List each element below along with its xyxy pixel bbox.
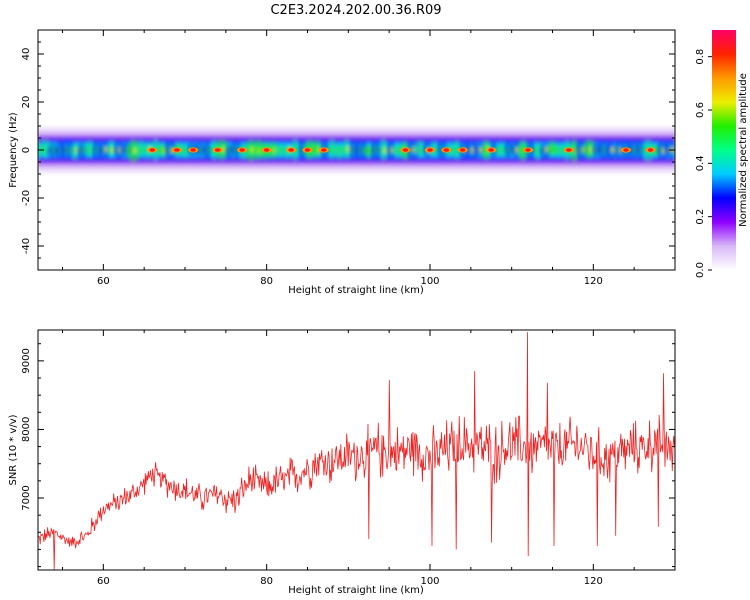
colorbar-label: Normalized spectral amplitude [738,73,749,227]
heatmap-cell [533,142,543,160]
snr-xtick-label: 120 [584,576,603,587]
snr-xtick-label: 60 [97,576,110,587]
heatmap-hotspot [263,148,270,152]
heatmap-cells [38,127,675,173]
heatmap-hotspot [647,148,654,152]
heatmap-cell [452,140,461,159]
spectrogram-xtick-label: 120 [584,276,603,287]
heatmap-cell [312,141,323,157]
heatmap-cell [354,139,369,162]
spectrogram-ticks: 60 80 100 120 -40 -20 0 20 40 [21,29,676,287]
heatmap-hotspot [190,148,196,152]
heatmap-cell [503,141,513,157]
colorbar-tick-label: 0.6 [695,102,706,118]
heatmap-hotspot [525,148,531,152]
spectrogram-xlabel: Height of straight line (km) [288,285,424,296]
heatmap-hotspot [321,148,327,152]
heatmap-cell [606,141,617,162]
colorbar-gradient [712,30,736,270]
heatmap-cell [327,138,337,159]
heatmap-hotspot [402,148,409,152]
heatmap-band [38,127,675,173]
heatmap-hotspot [623,148,629,152]
heatmap-cell [164,139,177,159]
spectrogram-panel: 60 80 100 120 -40 -20 0 20 40 Height of straight… [8,29,676,296]
spectrogram-xtick-label: 80 [260,276,273,287]
spectrogram-ytick-label: -40 [21,238,32,254]
heatmap-hotspot [288,148,294,152]
snr-frame [37,329,676,571]
snr-xtick-label: 80 [260,576,273,587]
snr-panel: 60 80 100 120 7000 8000 9000 Height of straigh… [8,329,676,596]
heatmap-hotspot [459,148,466,152]
spectrogram-xtick-label: 100 [420,276,439,287]
snr-ytick-label: 7000 [21,485,32,510]
heatmap-hotspot [214,148,221,152]
heatmap-cell [92,140,102,162]
snr-series-line [38,332,675,570]
heatmap-hotspot [443,148,450,152]
heatmap-hotspot [239,148,245,152]
heatmap-cell [335,143,344,160]
heatmap-hotspot [566,148,572,152]
colorbar-tick-label: 0.2 [695,209,706,225]
heatmap-hotspot [174,148,180,152]
heatmap-cell [98,140,110,161]
colorbar-ticks: 0.0 0.2 0.4 0.6 0.8 [695,49,712,278]
snr-ytick-label: 9000 [21,348,32,373]
snr-xlabel: Height of straight line (km) [288,585,424,596]
heatmap-cell [614,139,623,159]
snr-ytick-label: 8000 [21,417,32,442]
spectrogram-ytick-label: 20 [21,96,32,109]
snr-xtick-label: 100 [420,576,439,587]
heatmap-cell [70,143,80,160]
spectrogram-ytick-label: 0 [21,147,32,153]
colorbar-tick-label: 0.8 [695,49,706,65]
heatmap-cell [193,143,207,156]
snr-ticks: 60 80 100 120 7000 8000 9000 [21,330,676,587]
heatmap-cell [627,140,640,159]
heatmap-cell [107,140,116,157]
figure-title: C2E3.2024.202.00.36.R09 [270,3,441,18]
heatmap-cell [202,142,212,159]
heatmap-cell [370,139,382,162]
spectrogram-ylabel: Frequency (Hz) [8,112,19,188]
heatmap-cell [554,145,565,157]
spectrogram-xtick-label: 60 [97,276,110,287]
snr-ylabel: SNR (10 * v/v) [8,414,19,485]
heatmap-hotspot [427,148,433,152]
heatmap-hotspot [149,148,156,152]
heatmap-cell [664,141,675,157]
heatmap-hotspot [488,148,495,152]
heatmap-cell [46,144,59,157]
spectrogram-ytick-label: 40 [21,48,32,61]
colorbar-tick-label: 0.4 [695,155,706,171]
colorbar-tick-label: 0.0 [695,262,706,278]
colorbar: 0.0 0.2 0.4 0.6 0.8 Normalized spectral ampl… [695,30,749,278]
spectrogram-ytick-label: -20 [21,190,32,206]
heatmap-hotspot [304,148,311,152]
